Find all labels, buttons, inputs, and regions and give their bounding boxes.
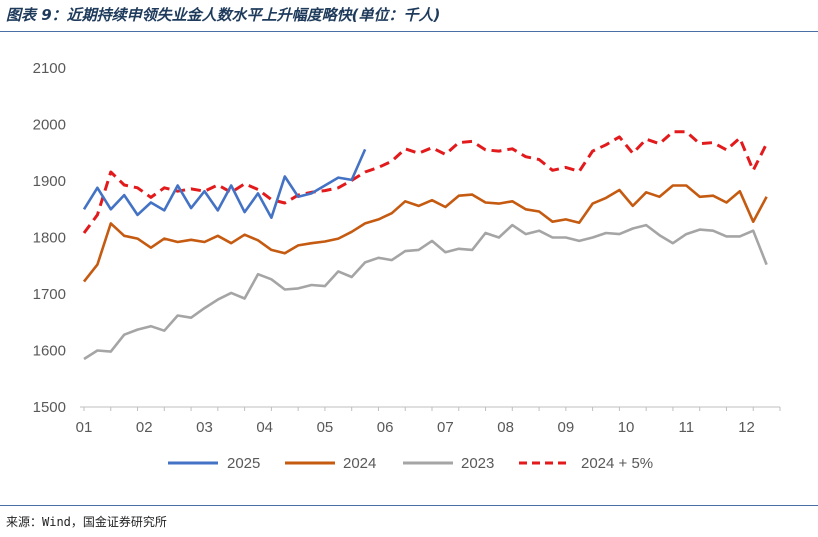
legend-label: 2025: [227, 455, 260, 472]
x-tick-label: 11: [679, 419, 695, 436]
legend-label: 2023: [461, 455, 494, 472]
y-tick-label: 2100: [33, 60, 66, 77]
x-tick-label: 04: [256, 419, 273, 436]
legend-item: 2025: [168, 455, 260, 472]
x-tick-label: 09: [558, 419, 575, 436]
x-tick-label: 07: [437, 419, 454, 436]
legend-label: 2024 + 5%: [581, 455, 653, 472]
legend-item: 2024: [285, 455, 376, 472]
legend-item: 2024 + 5%: [519, 455, 653, 472]
y-tick-label: 1700: [33, 286, 66, 303]
series-line-2024-5: [82, 130, 768, 234]
x-tick-label: 08: [497, 419, 514, 436]
title-divider: [0, 31, 818, 32]
x-tick-label: 02: [136, 419, 153, 436]
y-tick-label: 1800: [33, 230, 66, 247]
series-line-2025: [82, 148, 367, 219]
x-tick-label: 01: [76, 419, 93, 436]
x-tick-label: 03: [196, 419, 213, 436]
footer-divider: [0, 505, 818, 506]
x-tick-label: 06: [377, 419, 394, 436]
series-line-2024: [82, 184, 768, 283]
y-tick-label: 1600: [33, 343, 66, 360]
source-note: 来源：Wind，国金证券研究所: [6, 515, 167, 529]
chart-title: 图表 9：近期持续申领失业金人数水平上升幅度略快(单位：千人): [6, 6, 441, 24]
x-tick-label: 05: [317, 419, 334, 436]
series-line-2023: [83, 223, 768, 361]
x-tick-label: 10: [618, 419, 635, 436]
y-tick-label: 1900: [33, 173, 66, 190]
legend-label: 2024: [343, 455, 376, 472]
legend-item: 2023: [403, 455, 494, 472]
x-tick-label: 12: [738, 419, 755, 436]
y-tick-label: 1500: [33, 399, 66, 416]
y-tick-label: 2000: [33, 117, 66, 134]
